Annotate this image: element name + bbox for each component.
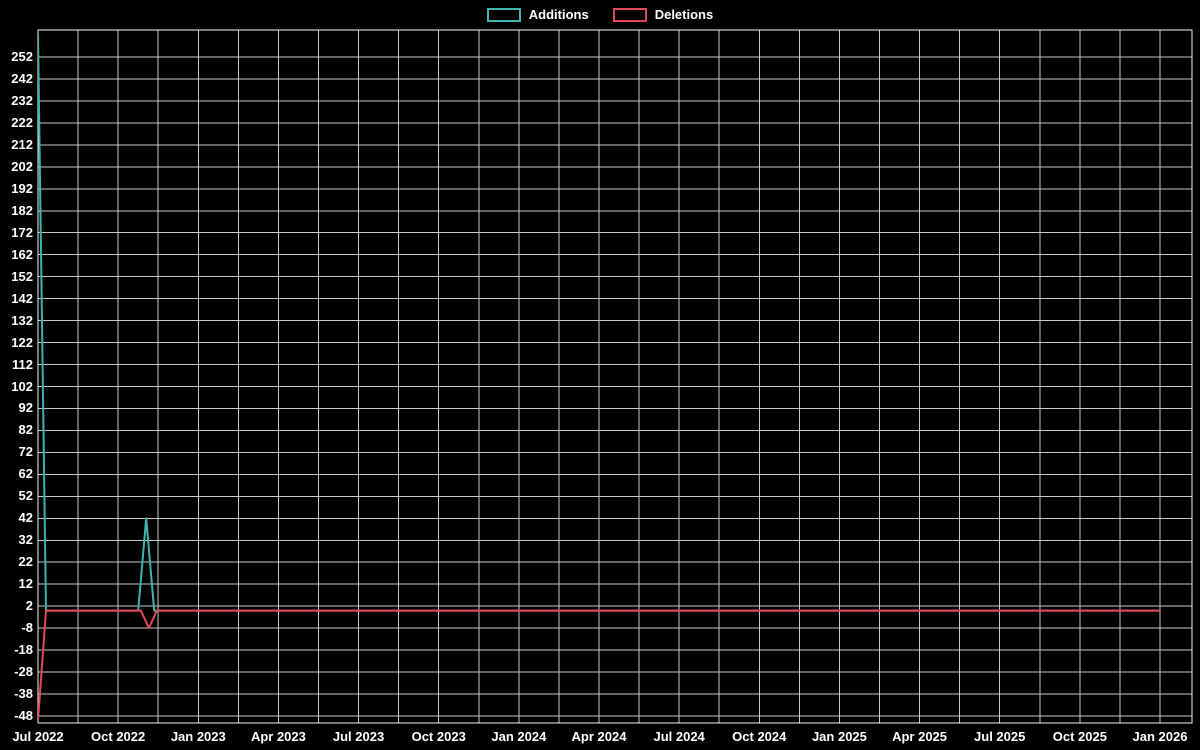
y-axis-tick-label: 192 [11, 180, 33, 196]
y-axis-tick-label: 242 [11, 70, 33, 86]
y-axis-tick-label: 252 [11, 49, 33, 64]
chart-legend: Additions Deletions [0, 7, 1200, 22]
y-axis-tick-label: 52 [18, 488, 33, 504]
x-axis-tick-label: Jan 2024 [491, 729, 547, 744]
x-axis-tick-label: Jul 2025 [974, 729, 1026, 744]
x-axis-tick-label: Apr 2023 [250, 729, 306, 744]
y-axis-tick-label: 2 [25, 598, 33, 614]
y-axis-tick-label: 12 [18, 576, 33, 592]
series-line-deletions [38, 609, 1160, 721]
x-axis-tick-label: Oct 2024 [732, 729, 787, 744]
x-axis-tick-label: Apr 2024 [571, 729, 627, 744]
x-axis-tick-label: Apr 2025 [892, 729, 948, 744]
y-axis-tick-label: 152 [11, 268, 33, 284]
deletions-color-swatch [612, 7, 647, 22]
x-axis-tick-label: Oct 2022 [91, 729, 146, 744]
x-axis-tick-label: Jan 2025 [811, 729, 867, 744]
plot-frame [37, 29, 1193, 724]
y-axis-tick-label: 82 [18, 422, 33, 438]
y-axis-tick-label: 202 [11, 158, 33, 174]
y-axis-tick-label: 222 [11, 114, 33, 130]
y-axis-tick-label: 92 [18, 400, 33, 416]
y-axis-tick-label: 182 [11, 202, 33, 218]
x-axis-tick-label: Jul 2023 [332, 729, 385, 744]
legend-label-additions: Additions [528, 7, 589, 22]
x-axis-tick-label: Jan 2026 [1132, 729, 1188, 744]
additions-color-swatch [486, 7, 521, 22]
y-axis-tick-label: 162 [11, 246, 33, 262]
y-axis-tick-label: 172 [11, 224, 33, 240]
y-axis-tick-label: 42 [18, 510, 33, 526]
y-axis-tick-label: -48 [14, 708, 33, 723]
grid-lines [37, 30, 1192, 723]
y-axis-tick-label: 22 [18, 554, 33, 570]
y-axis-tick-label: 122 [11, 334, 33, 350]
y-axis-tick-label: -8 [21, 620, 33, 636]
x-axis-tick-label: Jan 2023 [170, 729, 226, 744]
x-axis-tick-label: Oct 2025 [1052, 729, 1107, 744]
y-axis-tick-label: 132 [11, 312, 33, 328]
y-axis-tick-label: 212 [11, 136, 33, 152]
y-axis-tick-label: -38 [14, 686, 33, 702]
y-axis-tick-label: -18 [14, 642, 33, 658]
y-axis-tick-label: 142 [11, 290, 33, 306]
y-axis-tick-label: -28 [14, 664, 33, 680]
legend-label-deletions: Deletions [654, 7, 714, 22]
y-axis-tick-label: 232 [11, 92, 33, 108]
y-axis-tick-label: 32 [18, 532, 33, 548]
x-axis-tick-label: Jul 2022 [12, 729, 64, 744]
y-axis-tick-label: 62 [18, 466, 33, 482]
legend-item-deletions: Deletions [612, 7, 714, 22]
legend-item-additions: Additions [486, 7, 589, 22]
x-axis-tick-label: Oct 2023 [411, 729, 466, 744]
y-axis-tick-label: 102 [11, 378, 33, 394]
y-axis-tick-label: 112 [12, 356, 33, 372]
y-axis-tick-label: 72 [18, 444, 33, 460]
x-axis-tick-label: Jul 2024 [653, 729, 705, 744]
